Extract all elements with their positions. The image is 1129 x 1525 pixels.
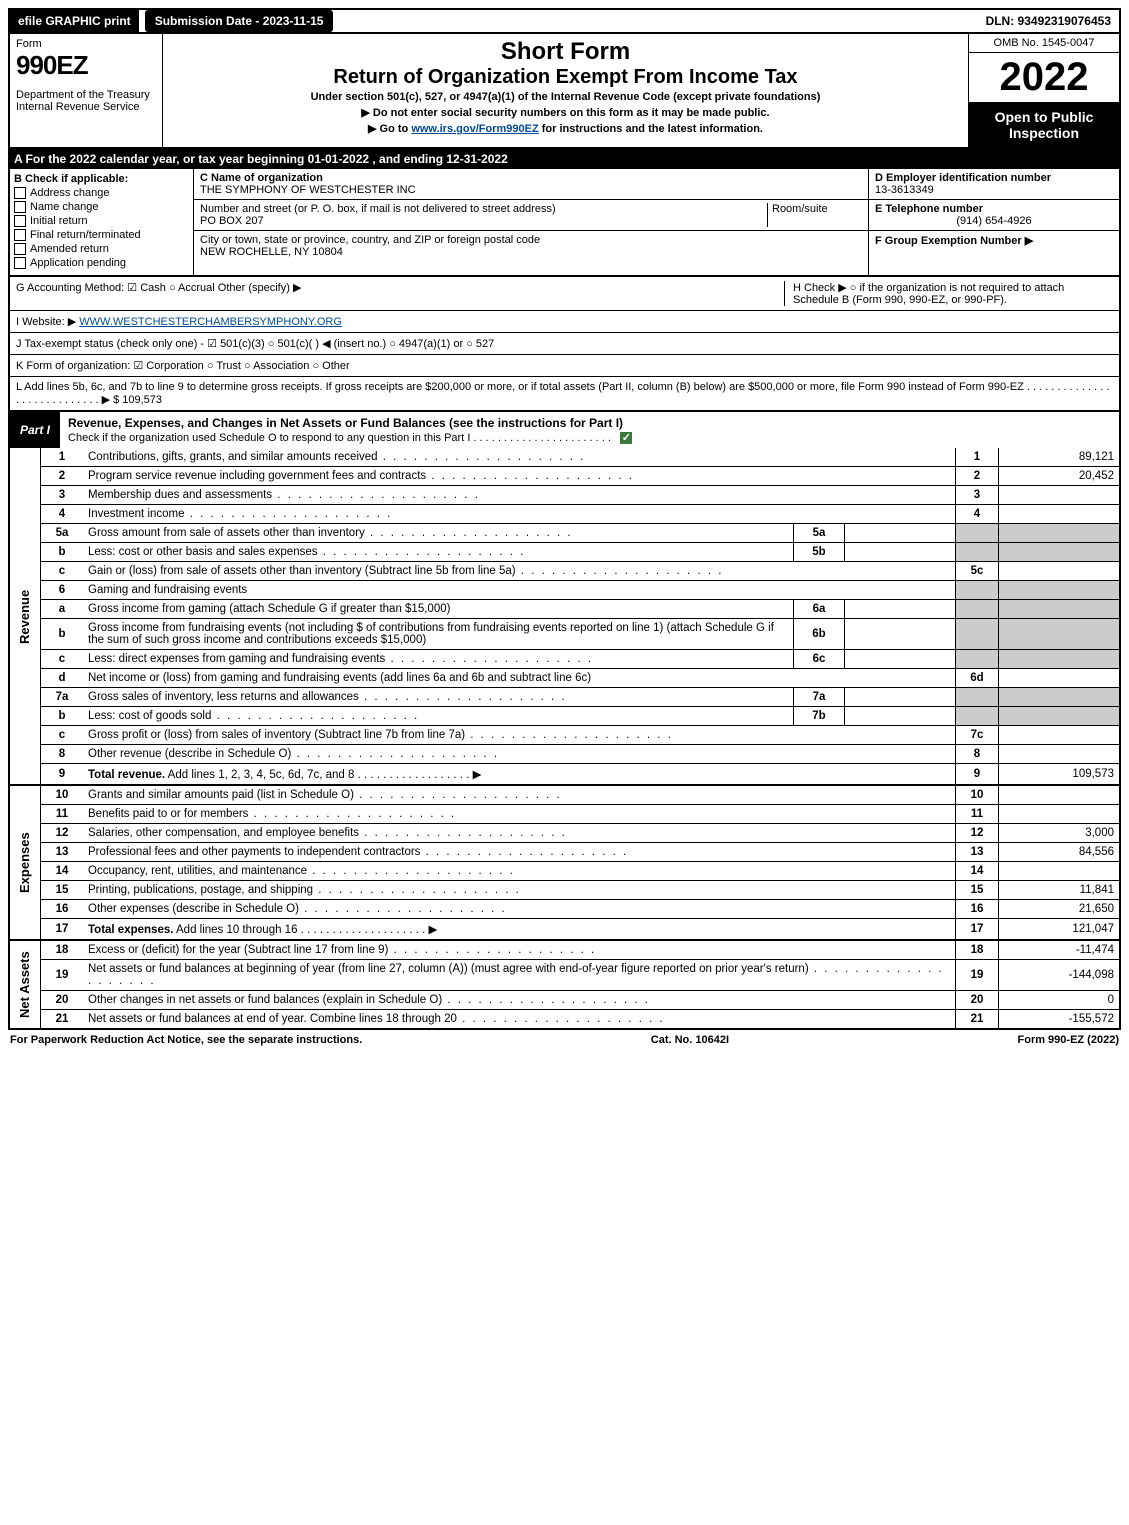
row-H: H Check ▶ ○ if the organization is not r… [784, 281, 1113, 306]
open-public: Open to Public Inspection [969, 103, 1119, 147]
row-G: G Accounting Method: ☑ Cash ○ Accrual Ot… [16, 281, 784, 306]
group-label: F Group Exemption Number ▶ [875, 234, 1113, 247]
part1-header: Part I Revenue, Expenses, and Changes in… [8, 412, 1121, 448]
chk-initial[interactable]: Initial return [14, 215, 189, 227]
org-name-label: C Name of organization [200, 172, 862, 184]
ein-label: D Employer identification number [875, 172, 1113, 184]
check-icon: ✓ [620, 432, 632, 444]
header-left: Form 990EZ Department of the Treasury In… [10, 34, 163, 147]
subtitle: Under section 501(c), 527, or 4947(a)(1)… [171, 91, 960, 103]
chk-pending[interactable]: Application pending [14, 257, 189, 269]
room-label: Room/suite [767, 203, 862, 227]
street-label: Number and street (or P. O. box, if mail… [200, 203, 767, 215]
omb: OMB No. 1545-0047 [969, 34, 1119, 53]
row-K: K Form of organization: ☑ Corporation ○ … [8, 355, 1121, 377]
submission-date: Submission Date - 2023-11-15 [145, 10, 334, 32]
expenses-label: Expenses [9, 785, 41, 940]
short-form: Short Form [171, 38, 960, 66]
dln: DLN: 93492319076453 [978, 10, 1119, 32]
row-L: L Add lines 5b, 6c, and 7b to line 9 to … [8, 377, 1121, 412]
street: PO BOX 207 [200, 215, 767, 227]
dept: Department of the Treasury Internal Reve… [16, 89, 156, 113]
efile-label[interactable]: efile GRAPHIC print [10, 10, 139, 32]
footer-left: For Paperwork Reduction Act Notice, see … [10, 1034, 362, 1046]
row-I: I Website: ▶ WWW.WESTCHESTERCHAMBERSYMPH… [8, 311, 1121, 333]
return-title: Return of Organization Exempt From Incom… [171, 66, 960, 89]
checkbox-icon[interactable] [14, 257, 26, 269]
section-DEF: D Employer identification number 13-3613… [868, 169, 1119, 275]
chk-name[interactable]: Name change [14, 201, 189, 213]
form-number: 990EZ [16, 50, 156, 81]
irs-link[interactable]: www.irs.gov/Form990EZ [411, 123, 538, 135]
section-B-title: B Check if applicable: [14, 173, 189, 185]
chk-final[interactable]: Final return/terminated [14, 229, 189, 241]
footer-center: Cat. No. 10642I [651, 1034, 729, 1046]
checkbox-icon[interactable] [14, 243, 26, 255]
tax-year: 2022 [969, 53, 1119, 103]
footer-right: Form 990-EZ (2022) [1018, 1034, 1119, 1046]
section-C: C Name of organization THE SYMPHONY OF W… [194, 169, 868, 275]
ein: 13-3613349 [875, 184, 1113, 196]
checkbox-icon[interactable] [14, 187, 26, 199]
header-block: Form 990EZ Department of the Treasury In… [8, 34, 1121, 149]
checkbox-icon[interactable] [14, 201, 26, 213]
netassets-label: Net Assets [9, 940, 41, 1029]
part1-title: Revenue, Expenses, and Changes in Net As… [60, 412, 1119, 448]
header-right: OMB No. 1545-0047 2022 Open to Public In… [968, 34, 1119, 147]
section-B: B Check if applicable: Address change Na… [10, 169, 194, 275]
form-label: Form [16, 38, 156, 50]
city: NEW ROCHELLE, NY 10804 [200, 246, 862, 258]
header-center: Short Form Return of Organization Exempt… [163, 34, 968, 147]
instruction-2: ▶ Go to www.irs.gov/Form990EZ for instru… [171, 122, 960, 135]
section-A: A For the 2022 calendar year, or tax yea… [8, 149, 1121, 169]
chk-amended[interactable]: Amended return [14, 243, 189, 255]
city-label: City or town, state or province, country… [200, 234, 862, 246]
revenue-label: Revenue [9, 448, 41, 785]
row-J: J Tax-exempt status (check only one) - ☑… [8, 333, 1121, 355]
part1-table: Revenue 1 Contributions, gifts, grants, … [8, 448, 1121, 1030]
website-link[interactable]: WWW.WESTCHESTERCHAMBERSYMPHONY.ORG [79, 316, 342, 328]
tel-label: E Telephone number [875, 203, 1113, 215]
org-name: THE SYMPHONY OF WESTCHESTER INC [200, 184, 862, 196]
info-block: B Check if applicable: Address change Na… [8, 169, 1121, 277]
instruction-1: ▶ Do not enter social security numbers o… [171, 106, 960, 119]
part1-label: Part I [10, 419, 60, 441]
top-bar: efile GRAPHIC print Submission Date - 20… [8, 8, 1121, 34]
chk-address[interactable]: Address change [14, 187, 189, 199]
checkbox-icon[interactable] [14, 215, 26, 227]
tel: (914) 654-4926 [875, 215, 1113, 227]
checkbox-icon[interactable] [14, 229, 26, 241]
footer: For Paperwork Reduction Act Notice, see … [8, 1030, 1121, 1050]
